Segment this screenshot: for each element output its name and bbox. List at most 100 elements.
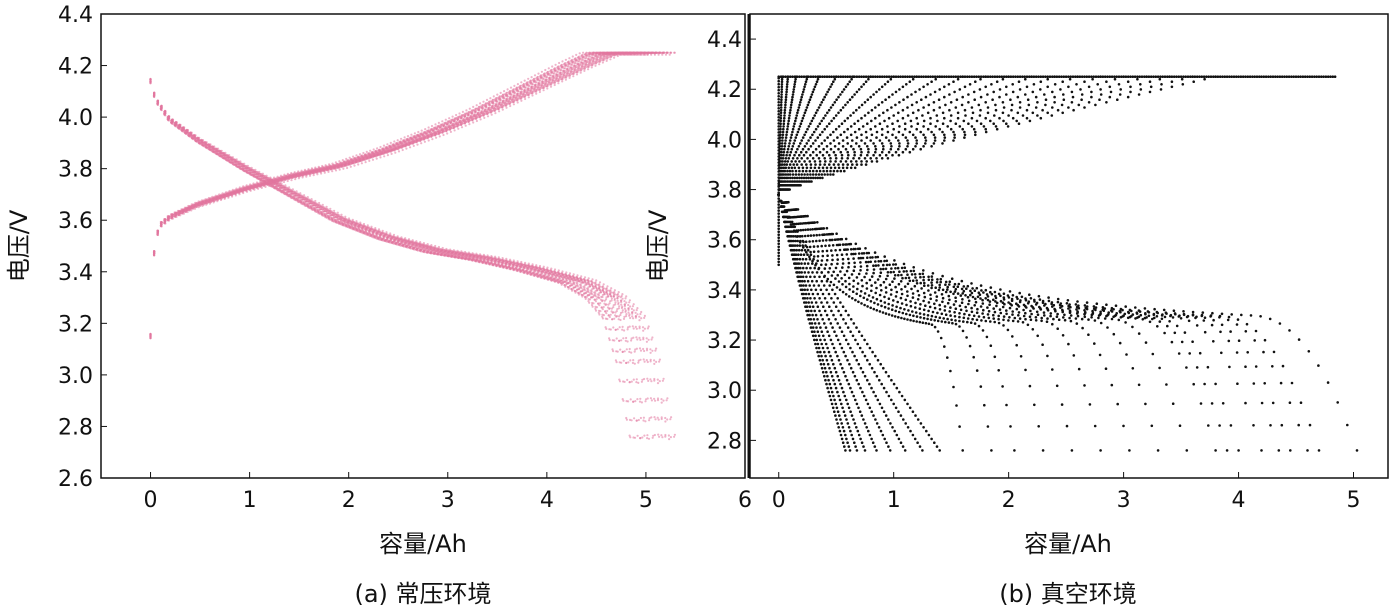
a-charge-point — [607, 56, 610, 59]
a-charge-point — [451, 115, 454, 118]
a-charge-point — [566, 67, 569, 71]
a-charge-point — [551, 80, 554, 83]
a-charge-point — [290, 171, 293, 175]
a-discharge-point — [656, 397, 660, 400]
a-charge-point — [558, 74, 561, 77]
a-charge-point — [451, 124, 454, 127]
a-charge-point — [461, 110, 464, 113]
a-discharge-point — [638, 315, 641, 318]
a-charge-point — [601, 53, 604, 56]
a-charge-point — [221, 196, 224, 199]
a-charge-point — [379, 156, 382, 159]
a-discharge-point — [605, 289, 608, 292]
a-charge-point — [235, 191, 238, 194]
a-charge-point — [529, 88, 532, 92]
a-charge-point — [190, 203, 193, 206]
a-charge-point — [540, 83, 543, 86]
a-charge-point — [529, 91, 532, 94]
a-charge-point — [320, 168, 323, 171]
a-charge-point — [360, 162, 363, 165]
a-charge-point — [594, 64, 597, 67]
a-charge-point — [641, 51, 645, 54]
a-discharge-point — [666, 418, 669, 421]
a-charge-point — [669, 51, 672, 54]
a-charge-point — [536, 83, 539, 86]
a-charge-point — [524, 89, 527, 92]
a-charge-point — [570, 59, 573, 62]
a-discharge-point — [651, 349, 654, 352]
a-charge-point — [487, 108, 490, 111]
a-charge-point — [463, 118, 467, 121]
a-charge-point — [386, 154, 389, 157]
a-discharge-point — [625, 295, 628, 298]
a-charge-point — [490, 106, 493, 109]
a-charge-point — [248, 187, 251, 190]
a-charge-point — [601, 61, 605, 64]
a-charge-point — [170, 213, 173, 216]
a-charge-point — [303, 172, 306, 175]
a-discharge-point — [645, 347, 649, 350]
a-charge-point — [512, 88, 515, 91]
a-charge-point — [568, 69, 572, 72]
a-charge-point — [334, 169, 338, 172]
a-charge-point — [444, 127, 447, 130]
a-charge-point — [238, 190, 241, 193]
a-charge-point — [585, 61, 588, 64]
a-discharge-point — [321, 203, 324, 206]
a-charge-point — [289, 175, 292, 178]
a-discharge-point — [653, 359, 656, 362]
a-charge-point — [477, 108, 481, 111]
a-discharge-point — [591, 278, 594, 281]
a-charge-point — [583, 69, 586, 72]
a-charge-point — [604, 53, 607, 56]
a-charge-point — [554, 74, 557, 77]
a-charge-point — [406, 138, 409, 141]
a-charge-point — [556, 65, 559, 68]
a-discharge-point — [642, 329, 645, 332]
a-discharge-point — [627, 311, 630, 314]
a-charge-point — [152, 253, 156, 256]
a-charge-point — [539, 74, 542, 77]
a-charge-point — [456, 121, 460, 124]
a-charge-point — [580, 54, 583, 57]
a-charge-point — [579, 71, 582, 74]
a-discharge-point — [661, 436, 664, 439]
a-charge-point — [200, 203, 203, 206]
a-discharge-point — [646, 360, 649, 364]
a-discharge-point — [625, 301, 628, 304]
a-charge-point — [552, 74, 555, 78]
a-charge-point — [509, 86, 513, 89]
a-charge-point — [228, 193, 231, 196]
a-charge-point — [540, 70, 544, 73]
a-charge-point — [501, 93, 505, 96]
a-charge-point — [460, 126, 464, 129]
a-charge-point — [594, 53, 597, 56]
a-charge-point — [400, 137, 403, 140]
a-charge-point — [396, 146, 399, 149]
a-charge-point — [540, 85, 543, 88]
a-charge-point — [252, 182, 255, 185]
a-charge-point — [522, 83, 525, 86]
a-discharge-point — [649, 378, 652, 381]
a-charge-point — [472, 105, 475, 108]
a-charge-point — [582, 51, 585, 54]
a-discharge-point — [629, 305, 632, 308]
a-charge-point — [316, 173, 319, 176]
a-charge-point — [427, 126, 430, 129]
a-charge-point — [653, 52, 656, 55]
a-charge-point — [553, 67, 556, 70]
a-charge-point — [430, 128, 433, 131]
a-discharge-point — [612, 293, 616, 296]
a-discharge-point — [662, 377, 665, 380]
a-charge-point — [351, 159, 354, 162]
a-charge-point — [379, 145, 382, 149]
a-discharge-point — [598, 281, 602, 284]
a-charge-point — [353, 164, 356, 167]
a-charge-point — [503, 90, 506, 93]
a-charge-point — [448, 117, 451, 120]
a-discharge-point — [624, 297, 627, 300]
a-discharge-point — [670, 416, 673, 419]
a-charge-point — [462, 119, 465, 122]
a-charge-point — [159, 220, 162, 224]
a-charge-point — [187, 204, 190, 208]
